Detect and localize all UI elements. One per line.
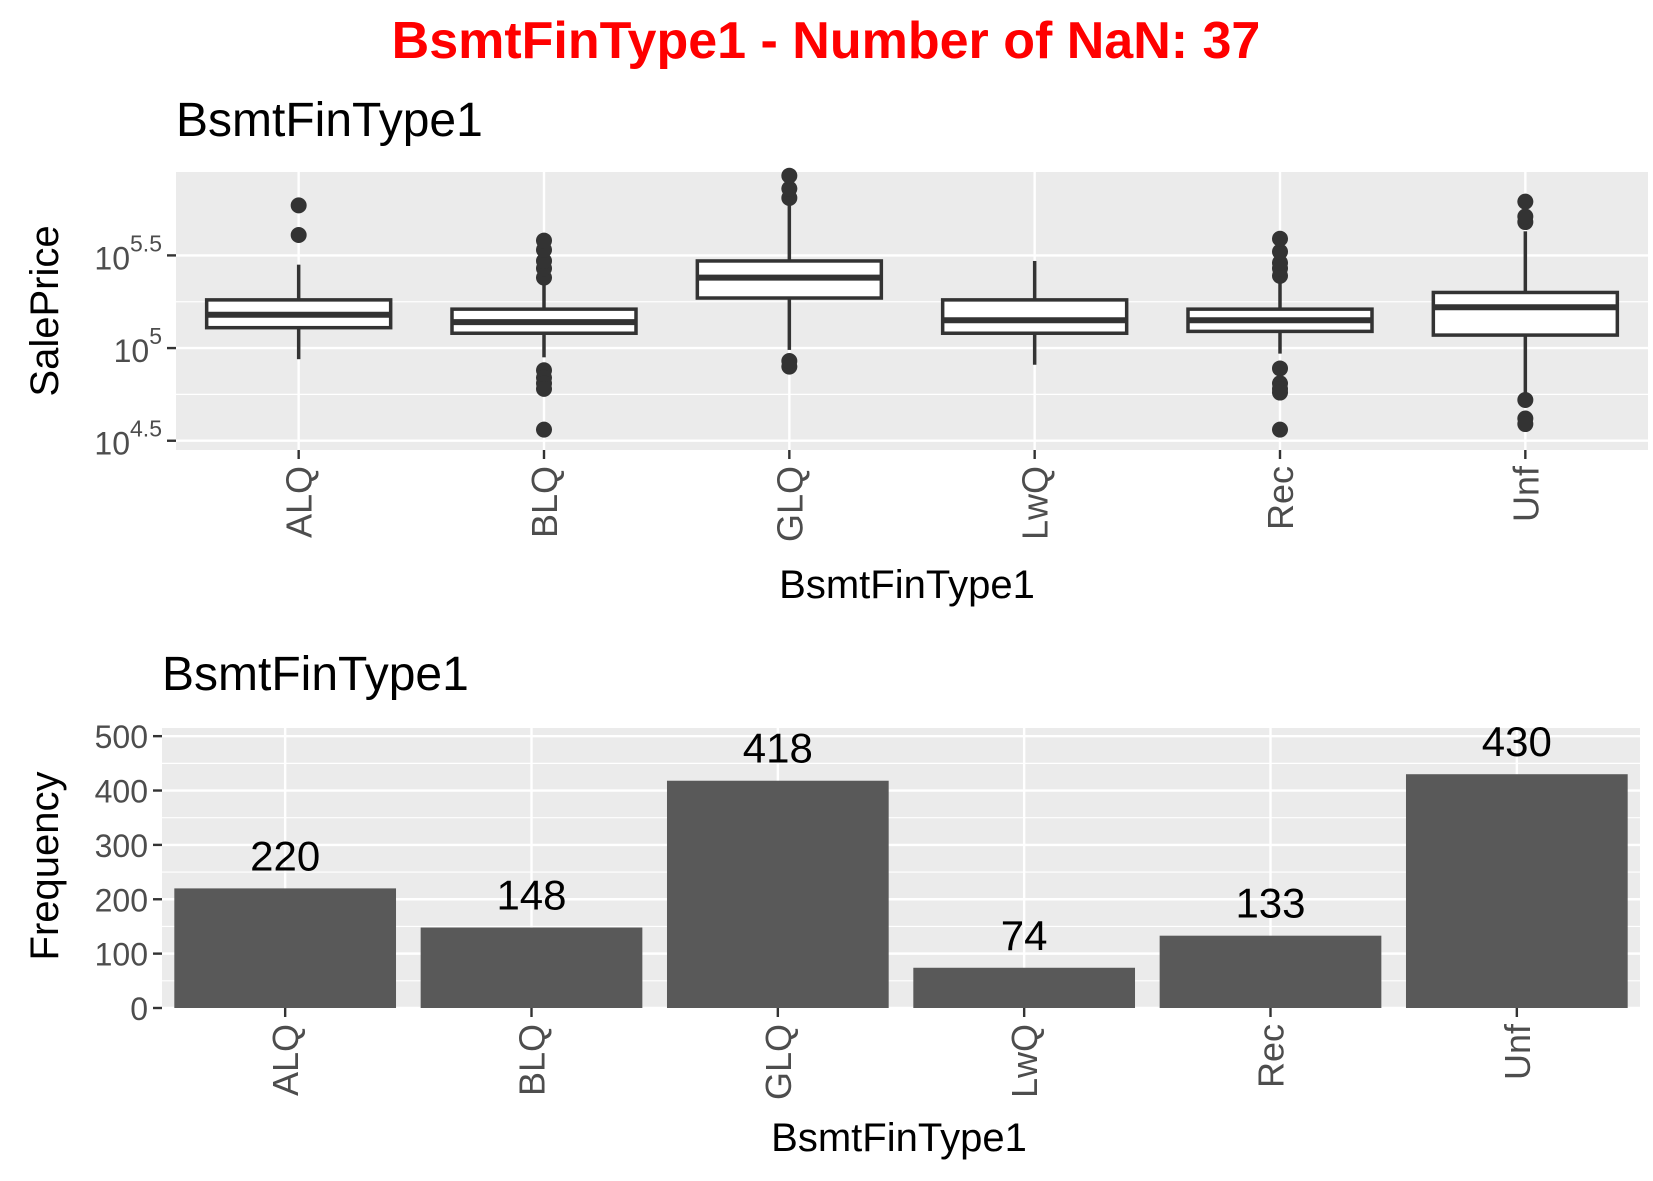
bar-value-label: 74 — [1001, 912, 1048, 959]
y-tick-label: 104.5 — [94, 416, 162, 462]
boxplot-title: BsmtFinType1 — [176, 94, 483, 147]
bar-LwQ — [913, 967, 1136, 1008]
outlier-point — [1272, 254, 1288, 271]
boxplot-y-label: SalePrice — [23, 225, 67, 396]
boxplot-y-axis: 104.5 105 105.5 — [94, 230, 176, 462]
bar-GLQ — [666, 780, 889, 1008]
x-tick-label: Rec — [1251, 1024, 1292, 1088]
boxplot-x-label: BsmtFinType1 — [779, 563, 1035, 607]
bar-chart-x-label: BsmtFinType1 — [771, 1116, 1027, 1160]
outlier-point — [1272, 421, 1288, 438]
bar-chart-x-axis: ALQ BLQ GLQ LwQ Rec Unf — [265, 1008, 1538, 1100]
box-BLQ — [450, 232, 638, 438]
y-tick-label: 105 — [114, 323, 162, 369]
outlier-point — [1272, 384, 1288, 401]
bar-value-label: 430 — [1482, 718, 1552, 765]
bar-ALQ — [174, 888, 397, 1008]
y-tick-label: 400 — [95, 774, 148, 810]
x-tick-label: ALQ — [279, 466, 320, 538]
y-tick-label: 105.5 — [94, 230, 162, 276]
x-tick-label: BLQ — [512, 1024, 553, 1096]
box-Rec — [1186, 230, 1374, 438]
outlier-point — [1517, 193, 1534, 210]
box-Unf — [1431, 193, 1620, 433]
box-LwQ — [940, 260, 1129, 365]
outlier-point — [290, 227, 307, 244]
boxplot-marks — [204, 167, 1620, 438]
box-GLQ — [695, 167, 884, 375]
bar-chart-panel — [162, 728, 1640, 1008]
bar-chart-y-axis: 0 100 200 300 400 500 — [95, 719, 162, 1027]
x-tick-label: Unf — [1497, 1023, 1538, 1080]
y-tick-label: 500 — [95, 719, 148, 755]
figure-title: BsmtFinType1 - Number of NaN: 37 — [392, 12, 1261, 70]
bar-value-label: 220 — [250, 832, 320, 879]
y-tick-label: 300 — [95, 828, 148, 864]
outlier-point — [290, 197, 307, 214]
bar-Unf — [1405, 774, 1628, 1008]
boxplot-panel — [176, 172, 1648, 450]
boxplot-x-axis: ALQ BLQ GLQ LwQ Rec Unf — [279, 450, 1546, 542]
outlier-point — [1272, 243, 1288, 260]
x-tick-label: GLQ — [769, 466, 810, 542]
x-tick-label: Rec — [1260, 466, 1301, 530]
bar-value-label: 148 — [496, 872, 566, 919]
outlier-point — [1272, 360, 1288, 377]
bar-chart-marks: 220 148 418 74 133 430 — [174, 718, 1628, 1008]
outlier-point — [536, 232, 552, 249]
y-tick-label: 0 — [130, 991, 148, 1027]
outlier-point — [781, 180, 798, 197]
x-tick-label: Unf — [1505, 465, 1546, 522]
x-tick-label: ALQ — [265, 1024, 306, 1096]
outlier-point — [781, 167, 798, 184]
bar-chart-y-label: Frequency — [23, 772, 67, 961]
bar-value-label: 133 — [1235, 880, 1305, 927]
bar-chart: BsmtFinType1 220 148 418 74 133 430 0 100 200 30… — [23, 648, 1640, 1160]
bar-value-label: 418 — [743, 725, 813, 772]
outlier-point — [1272, 230, 1288, 247]
bar-chart-title: BsmtFinType1 — [162, 648, 469, 701]
outlier-point — [1517, 391, 1534, 408]
box-ALQ — [204, 197, 393, 360]
bar-BLQ — [420, 927, 643, 1008]
outlier-point — [536, 252, 552, 269]
x-tick-label: LwQ — [1015, 466, 1056, 540]
y-tick-label: 200 — [95, 882, 148, 918]
x-tick-label: BLQ — [524, 466, 565, 538]
bar-Rec — [1159, 935, 1382, 1008]
outlier-point — [536, 421, 552, 438]
x-tick-label: GLQ — [758, 1024, 799, 1100]
iqr-box — [1431, 290, 1620, 337]
outlier-point — [781, 353, 798, 370]
y-tick-label: 100 — [95, 937, 148, 973]
boxplot-chart: BsmtFinType1 104.5 105 105.5 ALQ BLQ GLQ LwQ R… — [23, 94, 1648, 607]
iqr-box — [940, 298, 1129, 335]
outlier-point — [1517, 416, 1534, 433]
outlier-point — [536, 380, 552, 397]
outlier-point — [1517, 208, 1534, 225]
x-tick-label: LwQ — [1004, 1024, 1045, 1098]
